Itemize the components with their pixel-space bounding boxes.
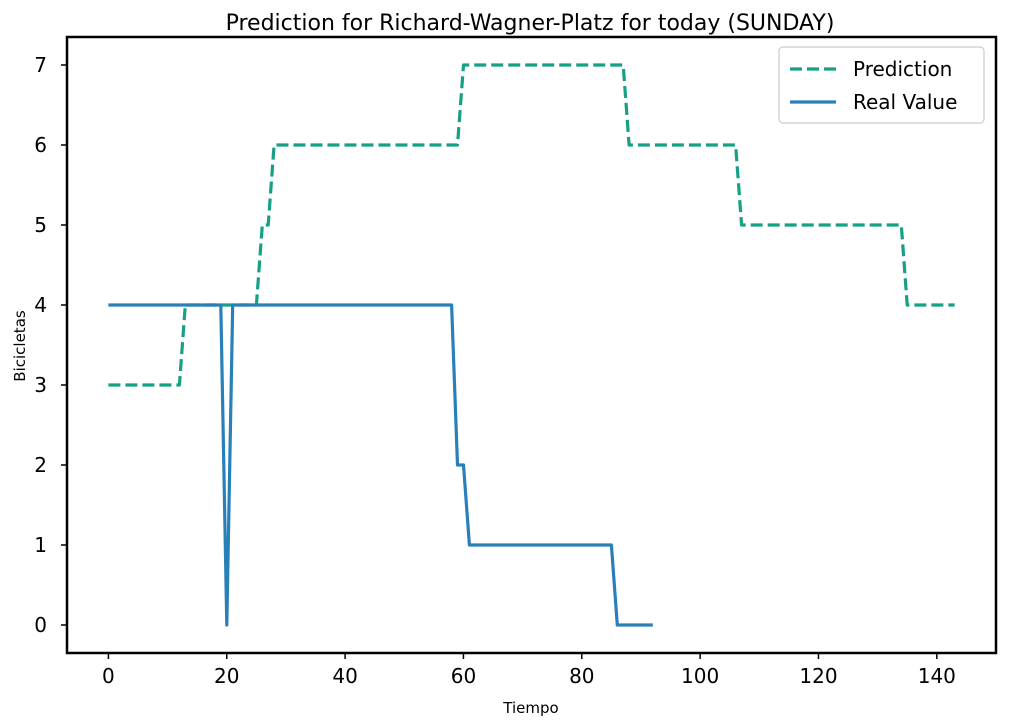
legend-label: Real Value bbox=[853, 90, 957, 114]
x-axis-label: Tiempo bbox=[502, 699, 558, 717]
x-tick-label: 20 bbox=[214, 664, 239, 688]
x-tick-label: 120 bbox=[799, 664, 837, 688]
y-tick-label: 3 bbox=[34, 373, 47, 397]
legend: Prediction Real Value bbox=[778, 46, 985, 124]
y-axis: 0 1 2 3 4 5 6 7 bbox=[34, 53, 67, 637]
x-axis: 0 20 40 60 80 100 120 140 bbox=[102, 653, 956, 688]
plot-area bbox=[108, 63, 955, 627]
x-tick-label: 140 bbox=[918, 664, 956, 688]
y-tick-label: 5 bbox=[34, 213, 47, 237]
y-tick-label: 0 bbox=[34, 613, 47, 637]
y-tick-label: 7 bbox=[34, 53, 47, 77]
series-line-prediction bbox=[108, 63, 955, 387]
y-tick-label: 2 bbox=[34, 453, 47, 477]
legend-label: Prediction bbox=[853, 57, 952, 81]
x-tick-label: 0 bbox=[102, 664, 115, 688]
y-tick-label: 1 bbox=[34, 533, 47, 557]
x-tick-label: 100 bbox=[681, 664, 719, 688]
x-tick-label: 40 bbox=[332, 664, 357, 688]
y-axis-label: Bicicletas bbox=[11, 310, 29, 382]
x-tick-label: 60 bbox=[451, 664, 476, 688]
series-line-real-value bbox=[108, 303, 653, 627]
legend-box bbox=[778, 46, 985, 124]
y-tick-label: 4 bbox=[34, 293, 47, 317]
chart-title: Prediction for Richard-Wagner-Platz for … bbox=[226, 11, 835, 36]
y-tick-label: 6 bbox=[34, 133, 47, 157]
x-tick-label: 80 bbox=[569, 664, 594, 688]
plot-frame bbox=[65, 35, 998, 655]
